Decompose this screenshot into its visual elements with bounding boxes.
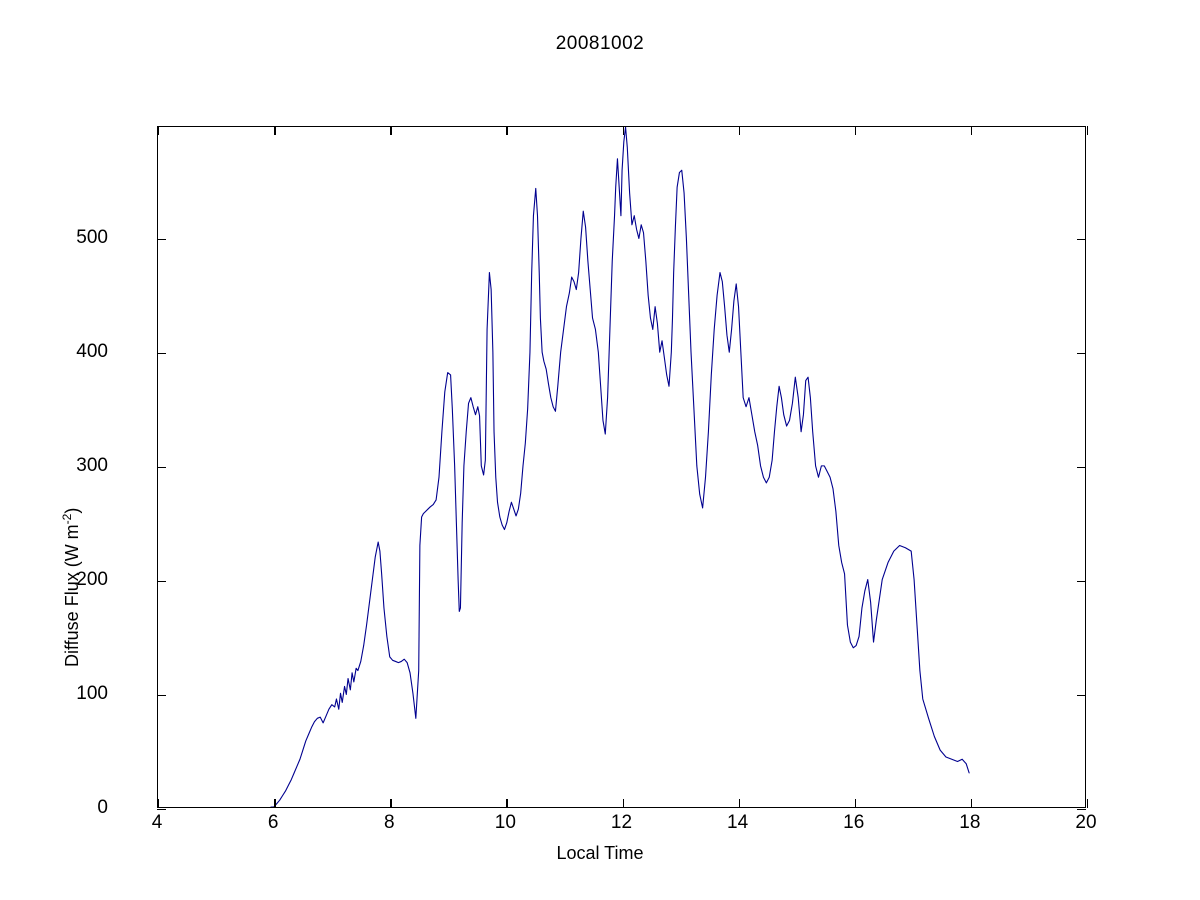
- y-axis-tick-label: 0: [97, 797, 108, 818]
- y-axis-label-tail: ): [62, 507, 82, 514]
- x-axis-tick: [622, 126, 624, 135]
- x-axis-tick: [738, 126, 741, 135]
- y-axis-tick: [157, 694, 166, 697]
- x-axis-tick: [738, 799, 741, 808]
- x-axis-tick-label: 4: [151, 812, 163, 833]
- x-axis-tick: [274, 799, 276, 808]
- y-axis-label-exponent: -2: [60, 513, 74, 525]
- x-axis-tick-label: 8: [383, 812, 395, 833]
- x-axis-tick: [506, 799, 508, 808]
- x-axis-tick-label: 12: [610, 812, 633, 833]
- y-axis-label-main: Diffuse Flux (W m: [62, 524, 82, 667]
- x-axis-tick: [854, 126, 857, 135]
- x-axis-tick-label: 20: [1075, 812, 1097, 833]
- x-axis-tick-label: 10: [494, 812, 516, 833]
- y-axis-tick-label: 400: [76, 340, 108, 362]
- y-axis-tick: [157, 809, 166, 811]
- x-axis-tick: [970, 126, 973, 135]
- y-axis-tick: [157, 352, 166, 355]
- x-axis-tick-label: 14: [727, 812, 749, 833]
- x-axis-tick: [274, 126, 276, 135]
- y-axis-tick: [1077, 809, 1086, 811]
- x-axis-tick: [158, 126, 160, 135]
- x-axis-label: Local Time: [556, 843, 644, 863]
- x-axis-tick: [1087, 799, 1089, 808]
- y-axis-tick: [157, 580, 166, 583]
- y-axis-tick: [1077, 238, 1086, 241]
- x-axis-tick: [970, 799, 973, 808]
- y-axis-tick: [157, 466, 166, 469]
- x-axis-tick: [390, 126, 392, 135]
- y-axis-tick-label: 500: [76, 226, 108, 248]
- x-axis-tick: [390, 799, 392, 808]
- y-axis-tick: [157, 238, 166, 241]
- y-axis-tick: [1077, 466, 1086, 469]
- y-axis-tick: [1077, 580, 1086, 583]
- y-axis-tick: [1077, 352, 1086, 355]
- y-axis-tick-label: 300: [76, 454, 108, 476]
- chart-title: 20081002: [555, 33, 645, 54]
- x-axis-tick: [854, 799, 857, 808]
- y-axis-tick-label: 200: [76, 568, 108, 590]
- y-axis-tick-label: 100: [76, 682, 108, 704]
- y-axis-tick: [1077, 694, 1086, 697]
- x-axis-tick: [158, 799, 160, 808]
- x-axis-tick: [506, 126, 508, 135]
- x-axis-tick: [1087, 126, 1089, 135]
- x-axis-tick: [622, 799, 624, 808]
- x-axis-tick-label: 6: [267, 812, 279, 833]
- x-axis-tick-label: 16: [843, 812, 865, 833]
- data-series-line: [158, 127, 1085, 807]
- plot-area: [157, 126, 1089, 811]
- y-axis-label: Diffuse Flux (W m-2): [60, 267, 83, 667]
- x-axis-tick-label: 18: [959, 812, 981, 833]
